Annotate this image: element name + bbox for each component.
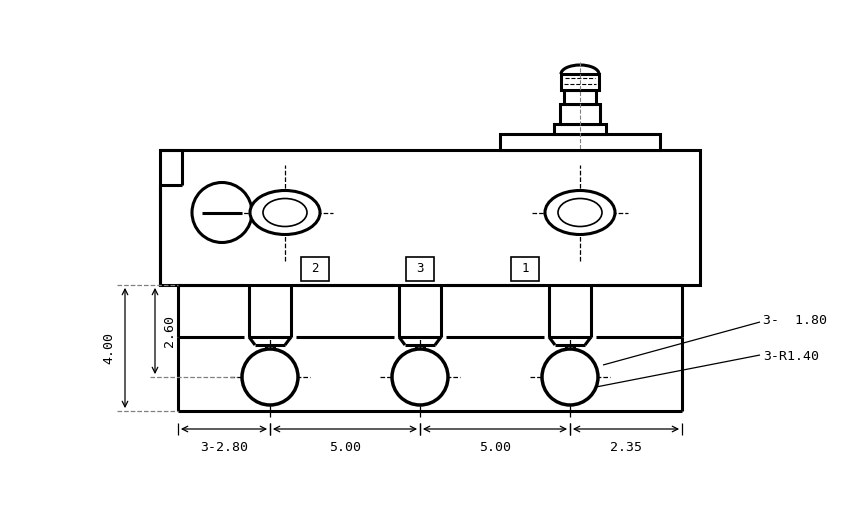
Text: 2.60: 2.60	[163, 315, 175, 347]
Bar	[406, 257, 434, 281]
Bar	[301, 257, 329, 281]
Text: 3-2.80: 3-2.80	[200, 441, 248, 454]
Bar	[554, 124, 606, 134]
Text: 4.00: 4.00	[102, 332, 115, 364]
Text: 3-R1.40: 3-R1.40	[763, 350, 819, 363]
Text: 3-  1.80: 3- 1.80	[763, 314, 827, 327]
Text: 2.35: 2.35	[610, 441, 642, 454]
Text: 1: 1	[521, 263, 529, 276]
Ellipse shape	[558, 199, 602, 227]
Ellipse shape	[250, 190, 320, 235]
Bar	[511, 257, 539, 281]
Bar	[561, 74, 599, 90]
Text: 5.00: 5.00	[479, 441, 511, 454]
Circle shape	[542, 349, 598, 405]
Text: 5.00: 5.00	[329, 441, 361, 454]
Text: 3: 3	[416, 263, 424, 276]
Text: 2: 2	[311, 263, 319, 276]
Circle shape	[242, 349, 298, 405]
Ellipse shape	[263, 199, 307, 227]
Circle shape	[192, 183, 252, 242]
Bar	[160, 150, 700, 285]
Bar	[500, 134, 660, 150]
Bar	[560, 104, 600, 124]
Ellipse shape	[545, 190, 615, 235]
Circle shape	[392, 349, 448, 405]
Bar	[564, 90, 596, 104]
